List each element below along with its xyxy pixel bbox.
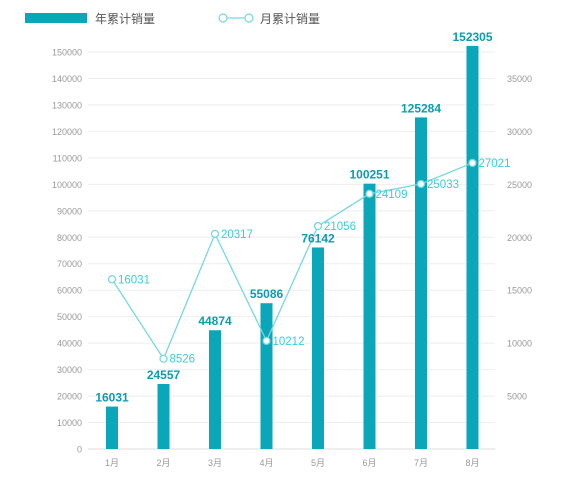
bar — [157, 384, 170, 449]
bar-value-label: 152305 — [452, 30, 492, 44]
line-point — [159, 354, 168, 363]
left-axis-tick-label: 110000 — [53, 153, 82, 163]
legend-item-monthly[interactable]: 月累计销量 — [218, 8, 320, 28]
legend-label-monthly: 月累计销量 — [260, 11, 321, 26]
right-axis-tick-label: 5000 — [507, 392, 527, 402]
bar-value-label: 100251 — [349, 168, 389, 182]
line-value-label: 10212 — [273, 336, 305, 348]
left-axis-tick-label: 130000 — [52, 100, 82, 110]
bar-value-label: 24557 — [147, 368, 181, 382]
left-axis-tick-label: 90000 — [57, 206, 82, 216]
legend-bar-swatch — [25, 13, 87, 23]
left-axis-tick-label: 150000 — [52, 48, 82, 58]
line-value-label: 25033 — [427, 179, 459, 191]
left-axis-tick-label: 100000 — [52, 180, 82, 190]
bar-value-label: 16031 — [95, 391, 129, 405]
legend-item-yearly[interactable]: 年累计销量 — [25, 8, 155, 28]
bar-value-label: 55086 — [250, 287, 284, 301]
left-axis-tick-label: 60000 — [57, 286, 82, 296]
bar-value-label: 44874 — [198, 314, 232, 328]
line-point — [313, 221, 323, 231]
bar — [106, 406, 118, 449]
line-value-label: 24109 — [376, 189, 408, 201]
left-axis-tick-label: 80000 — [57, 233, 82, 243]
x-axis-tick-label: 1月 — [105, 458, 119, 468]
left-axis-tick-label: 10000 — [57, 418, 82, 428]
line-point — [365, 189, 374, 198]
right-axis-tick-label: 25000 — [507, 180, 532, 190]
left-axis-tick-label: 70000 — [57, 259, 82, 269]
x-axis-tick-label: 7月 — [414, 458, 428, 468]
bar — [209, 330, 221, 449]
line-point — [107, 275, 117, 284]
legend-label-yearly: 年累计销量 — [95, 11, 156, 26]
line-point — [468, 158, 477, 168]
left-axis-tick-label: 120000 — [52, 127, 82, 137]
line-value-label: 27021 — [479, 158, 511, 170]
bar — [415, 117, 427, 450]
line-point — [262, 336, 271, 346]
legend-line-swatch — [218, 13, 254, 23]
x-axis-tick-label: 3月 — [208, 458, 222, 468]
bar — [466, 45, 479, 449]
left-axis-tick-label: 0 — [77, 445, 82, 455]
bar — [363, 183, 376, 450]
line-point — [416, 179, 426, 189]
x-axis-tick-label: 4月 — [259, 458, 273, 468]
x-axis-tick-label: 2月 — [156, 458, 170, 468]
line-point — [210, 229, 220, 239]
left-axis-tick-label: 50000 — [57, 312, 82, 322]
left-axis-tick-label: 30000 — [57, 365, 82, 375]
left-axis-tick-label: 40000 — [57, 339, 82, 349]
line-value-label: 20317 — [221, 229, 253, 241]
bar-value-label: 125284 — [401, 101, 441, 115]
right-axis-tick-label: 20000 — [507, 233, 532, 243]
line-value-label: 21056 — [324, 221, 356, 233]
left-axis-tick-label: 140000 — [52, 74, 82, 84]
line-series — [111, 162, 473, 361]
right-axis-tick-label: 30000 — [507, 127, 532, 137]
x-axis-tick-label: 5月 — [311, 458, 325, 468]
x-axis-tick-label: 6月 — [362, 458, 376, 468]
right-axis-tick-label: 10000 — [507, 339, 532, 349]
line-value-label: 8526 — [170, 354, 196, 366]
right-axis-tick-label: 15000 — [507, 286, 532, 296]
right-axis-tick-label: 35000 — [507, 74, 532, 84]
bar — [312, 247, 324, 449]
line-value-label: 16031 — [118, 274, 150, 286]
x-axis-tick-label: 8月 — [465, 458, 479, 468]
left-axis-tick-label: 20000 — [57, 392, 82, 402]
bar-value-label: 76142 — [301, 231, 335, 245]
bar — [260, 303, 273, 449]
